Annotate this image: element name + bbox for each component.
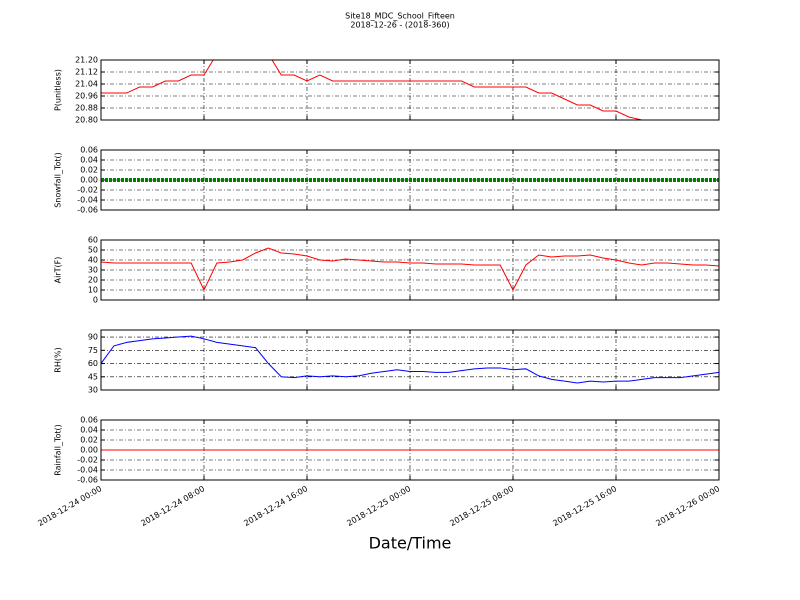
y-tick-label: 0.04 <box>80 156 98 165</box>
y-tick-label: 0.06 <box>80 416 98 425</box>
y-tick-label: 0.00 <box>80 446 98 455</box>
y-tick-label: 20.88 <box>75 104 98 113</box>
x-tick-label: 2018-12-25 00:00 <box>345 484 412 528</box>
y-tick-label: 60 <box>88 236 98 245</box>
y-tick-label: 0.06 <box>80 146 98 155</box>
x-axis-label: Date/Time <box>369 534 452 553</box>
x-tick-label: 2018-12-24 00:00 <box>36 484 103 528</box>
y-tick-label: 21.12 <box>75 68 98 77</box>
y-tick-label: -0.06 <box>77 476 98 485</box>
y-axis-label: RH(%) <box>54 347 63 372</box>
chart-subtitle: 2018-12-26 - (2018-360) <box>350 21 449 30</box>
y-tick-label: 21.20 <box>75 56 98 65</box>
y-axis-label: Rainfall_Tot() <box>54 424 63 476</box>
x-tick-label: 2018-12-24 16:00 <box>242 484 309 528</box>
y-tick-label: 20.80 <box>75 116 98 125</box>
y-tick-label: -0.04 <box>77 466 98 475</box>
panel-frame <box>100 149 720 211</box>
x-tick-label: 2018-12-26 00:00 <box>654 484 721 528</box>
data-line <box>101 247 719 292</box>
y-tick-label: -0.06 <box>77 206 98 215</box>
y-tick-label: 60 <box>88 359 98 368</box>
y-tick-label: 21.04 <box>75 80 98 89</box>
data-line <box>101 60 719 120</box>
y-tick-label: 20.96 <box>75 92 98 101</box>
y-tick-label: 40 <box>88 256 98 265</box>
y-tick-label: 50 <box>88 246 98 255</box>
y-tick-label: 75 <box>88 346 98 355</box>
panel-frame <box>100 59 720 121</box>
y-tick-label: 10 <box>88 286 98 295</box>
y-axis-label: P(unitless) <box>54 69 63 111</box>
y-tick-label: 0 <box>93 296 98 305</box>
y-tick-label: 30 <box>88 386 98 395</box>
y-axis-label: Snowfall_Tot() <box>54 152 63 208</box>
y-tick-label: -0.02 <box>77 186 98 195</box>
panel-frame <box>100 329 720 391</box>
y-tick-label: -0.04 <box>77 196 98 205</box>
x-tick-label: 2018-12-24 08:00 <box>139 484 206 528</box>
y-tick-label: 0.04 <box>80 426 98 435</box>
panel-frame <box>100 239 720 301</box>
y-tick-label: 20 <box>88 276 98 285</box>
x-tick-label: 2018-12-25 16:00 <box>551 484 618 528</box>
panel-frame <box>100 419 720 481</box>
y-tick-label: 30 <box>88 266 98 275</box>
y-tick-label: 0.02 <box>80 436 98 445</box>
y-tick-label: 45 <box>88 372 98 381</box>
data-line <box>101 335 719 384</box>
y-tick-label: -0.02 <box>77 456 98 465</box>
y-tick-label: 90 <box>88 333 98 342</box>
chart-title: Site18_MDC_School_Fifteen <box>345 12 455 21</box>
y-axis-label: AirT(F) <box>54 257 63 284</box>
y-tick-label: 0.00 <box>80 176 98 185</box>
y-tick-label: 0.02 <box>80 166 98 175</box>
x-tick-label: 2018-12-25 08:00 <box>448 484 515 528</box>
